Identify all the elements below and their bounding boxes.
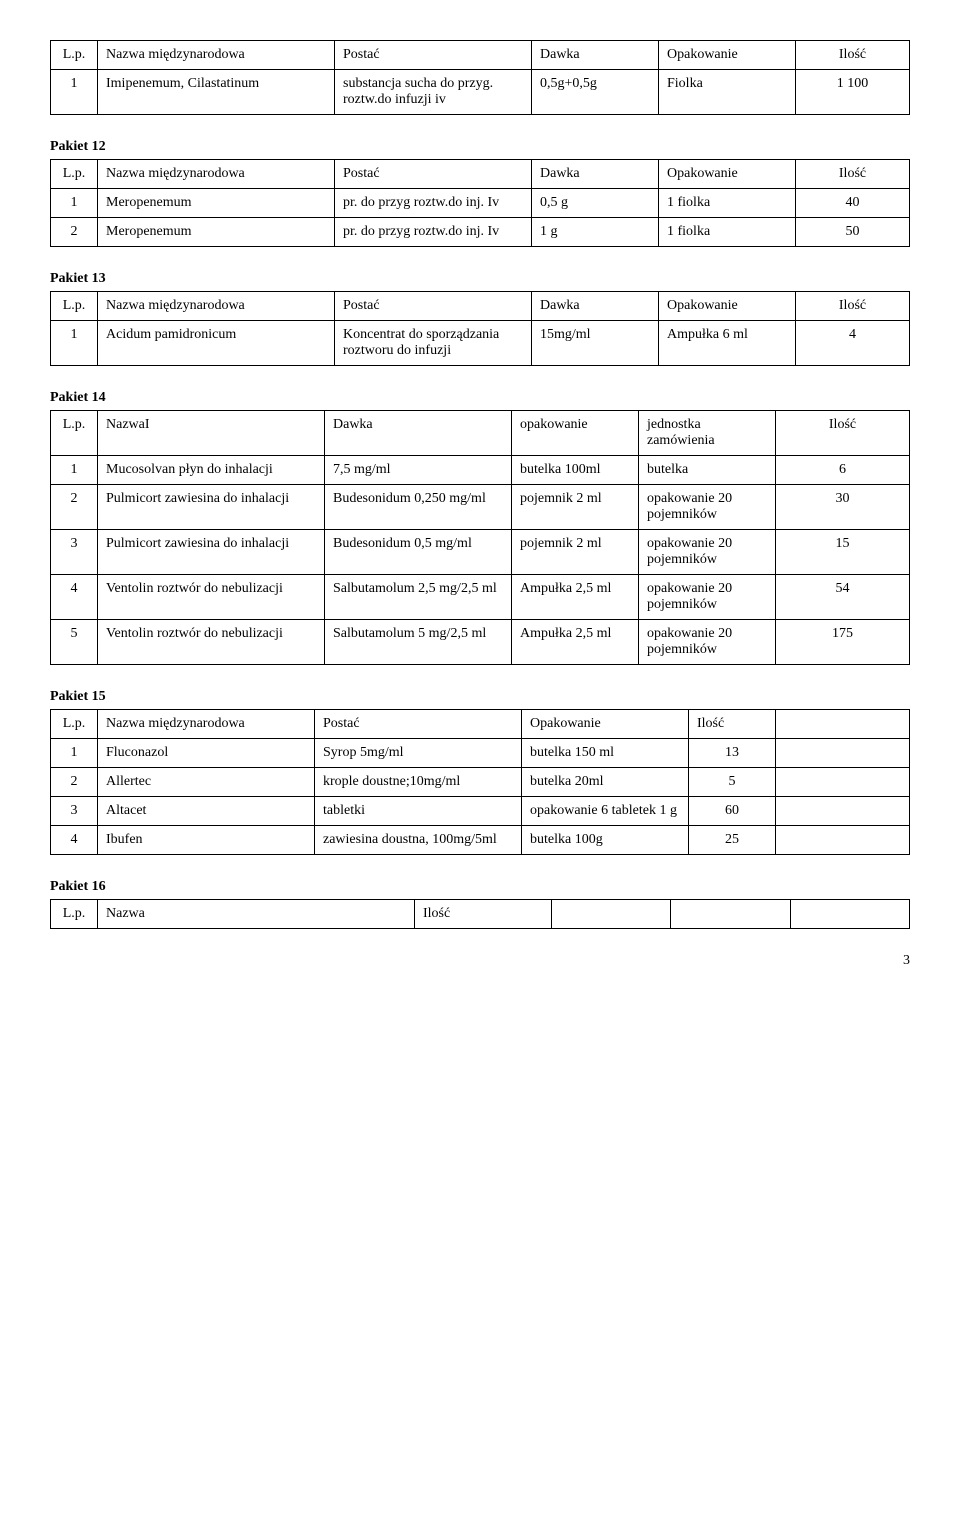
col-opak: Opakowanie	[659, 41, 796, 70]
section-title-12: Pakiet 12	[50, 139, 910, 155]
col-postac: Postać	[315, 710, 522, 739]
table-row: 1 Mucosolvan płyn do inhalacji 7,5 mg/ml…	[51, 456, 910, 485]
col-opak: Opakowanie	[522, 710, 689, 739]
table-p14: L.p. NazwaI Dawka opakowanie jednostka z…	[50, 410, 910, 665]
col-ilosc: Ilość	[689, 710, 776, 739]
col-nazwa-short: Nazwa	[98, 900, 415, 929]
table-row: 3 Altacet tabletki opakowanie 6 tabletek…	[51, 797, 910, 826]
table-row: 4 Ventolin roztwór do nebulizacji Salbut…	[51, 575, 910, 620]
col-ilosc: Ilość	[796, 292, 910, 321]
table-p15: L.p. Nazwa międzynarodowa Postać Opakowa…	[50, 709, 910, 855]
section-title-13: Pakiet 13	[50, 271, 910, 287]
col-lp: L.p.	[51, 41, 98, 70]
table-row: 1 Acidum pamidronicum Koncentrat do spor…	[51, 321, 910, 366]
col-ilosc: Ilość	[796, 160, 910, 189]
col-ilosc: Ilość	[776, 411, 910, 456]
col-dawka: Dawka	[532, 160, 659, 189]
top-table: L.p. Nazwa międzynarodowa Postać Dawka O…	[50, 40, 910, 115]
col-empty	[790, 900, 909, 929]
col-nazwaI: NazwaI	[98, 411, 325, 456]
col-postac: Postać	[335, 160, 532, 189]
col-ilosc: Ilość	[796, 41, 910, 70]
section-title-14: Pakiet 14	[50, 390, 910, 406]
section-title-15: Pakiet 15	[50, 689, 910, 705]
section-title-16: Pakiet 16	[50, 879, 910, 895]
table-row: 5 Ventolin roztwór do nebulizacji Salbut…	[51, 620, 910, 665]
col-nazwa: Nazwa międzynarodowa	[98, 292, 335, 321]
table-row: 2 Allertec krople doustne;10mg/ml butelk…	[51, 768, 910, 797]
col-opak: Opakowanie	[659, 292, 796, 321]
table-row: 2 Pulmicort zawiesina do inhalacji Budes…	[51, 485, 910, 530]
table-row: 1 Meropenemum pr. do przyg roztw.do inj.…	[51, 189, 910, 218]
col-postac: Postać	[335, 41, 532, 70]
table-row: 1 Imipenemum, Cilastatinum substancja su…	[51, 70, 910, 115]
table-row: 4 Ibufen zawiesina doustna, 100mg/5ml bu…	[51, 826, 910, 855]
col-nazwa: Nazwa międzynarodowa	[98, 710, 315, 739]
table-p16: L.p. Nazwa Ilość	[50, 899, 910, 929]
col-postac: Postać	[335, 292, 532, 321]
col-empty	[776, 710, 910, 739]
col-lp: L.p.	[51, 292, 98, 321]
col-lp: L.p.	[51, 160, 98, 189]
col-lp: L.p.	[51, 900, 98, 929]
col-empty	[552, 900, 671, 929]
col-opak: Opakowanie	[659, 160, 796, 189]
col-dawka: Dawka	[532, 41, 659, 70]
table-row: 2 Meropenemum pr. do przyg roztw.do inj.…	[51, 218, 910, 247]
col-opak-lc: opakowanie	[512, 411, 639, 456]
col-lp: L.p.	[51, 411, 98, 456]
table-row: 1 Fluconazol Syrop 5mg/ml butelka 150 ml…	[51, 739, 910, 768]
table-row: 3 Pulmicort zawiesina do inhalacji Budes…	[51, 530, 910, 575]
col-nazwa: Nazwa międzynarodowa	[98, 160, 335, 189]
col-jednostka: jednostka zamówienia	[639, 411, 776, 456]
col-empty	[671, 900, 790, 929]
col-ilosc: Ilość	[415, 900, 552, 929]
col-nazwa: Nazwa międzynarodowa	[98, 41, 335, 70]
col-dawka: Dawka	[532, 292, 659, 321]
table-p12: L.p. Nazwa międzynarodowa Postać Dawka O…	[50, 159, 910, 247]
col-lp: L.p.	[51, 710, 98, 739]
page-number: 3	[50, 953, 910, 969]
table-p13: L.p. Nazwa międzynarodowa Postać Dawka O…	[50, 291, 910, 366]
col-dawka: Dawka	[325, 411, 512, 456]
